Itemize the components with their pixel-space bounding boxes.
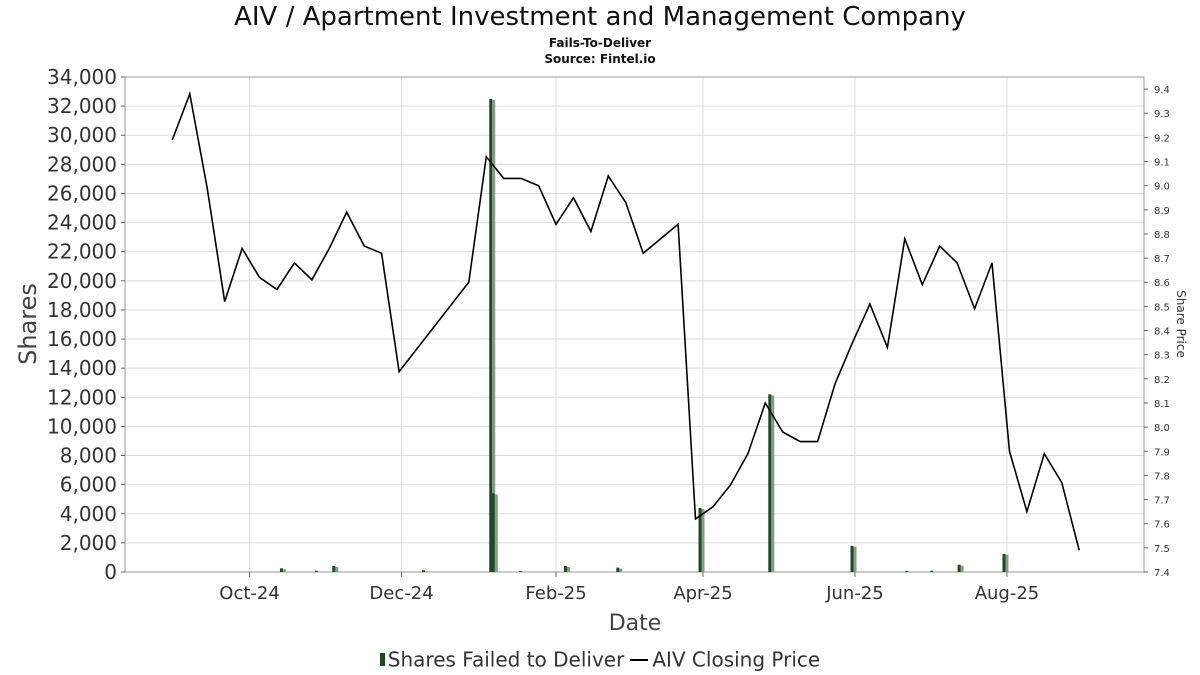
y2-tick-label: 8.7 <box>1154 254 1170 265</box>
y-tick-label: 20,000 <box>47 269 117 293</box>
x-tick-label: Jun-25 <box>825 583 884 604</box>
y2-tick-label: 8.4 <box>1154 327 1170 338</box>
y-tick-label: 10,000 <box>47 414 117 438</box>
ftd-bar-shadow <box>701 508 705 572</box>
y2-tick-label: 7.6 <box>1154 520 1170 531</box>
y2-tick-label: 7.8 <box>1154 471 1170 482</box>
chart-source: Source: Fintel.io <box>544 52 656 66</box>
chart-subtitle: Fails-To-Deliver <box>548 36 652 50</box>
y2-tick-label: 7.9 <box>1154 447 1170 458</box>
ftd-bar <box>279 568 283 572</box>
y2-tick-label: 8.1 <box>1154 399 1170 410</box>
y2-tick-label: 8.2 <box>1154 375 1170 386</box>
y-tick-label: 8,000 <box>60 444 117 468</box>
chart-title: AIV / Apartment Investment and Managemen… <box>234 2 966 32</box>
y-tick-label: 34,000 <box>47 65 117 89</box>
y2-tick-label: 7.4 <box>1154 568 1170 579</box>
ftd-bar <box>768 394 772 572</box>
legend-line-label: AIV Closing Price <box>652 647 821 672</box>
ftd-bar-shadow <box>1005 554 1009 572</box>
y2-tick-label: 9.0 <box>1154 182 1170 193</box>
y2-axis-label: Share Price <box>1174 290 1188 358</box>
ftd-bar <box>616 567 620 572</box>
y2-tick-label: 9.2 <box>1154 133 1170 144</box>
legend-bar-swatch <box>379 653 385 666</box>
y2-tick-label: 9.4 <box>1154 85 1170 96</box>
x-tick-label: Dec-24 <box>369 583 433 604</box>
legend-line-swatch <box>630 658 649 661</box>
ftd-bar-shadow <box>771 395 775 572</box>
y-tick-label: 30,000 <box>47 123 117 147</box>
bar-series <box>279 98 1009 573</box>
ftd-bar <box>332 565 336 572</box>
y2-tick-label: 8.5 <box>1154 302 1170 313</box>
y-tick-label: 2,000 <box>60 531 117 555</box>
y2-tick-label: 8.6 <box>1154 278 1170 289</box>
ftd-bar <box>491 493 495 572</box>
y2-tick-label: 7.5 <box>1154 544 1170 555</box>
x-tick-label: Oct-24 <box>219 583 280 604</box>
y-tick-label: 22,000 <box>47 240 117 264</box>
y-tick-label: 32,000 <box>47 94 117 118</box>
ftd-bar <box>314 570 318 572</box>
plot-frame <box>124 76 1145 573</box>
ftd-bar-shadow <box>282 569 286 572</box>
y-tick-label: 16,000 <box>47 327 117 351</box>
y-tick-label: 0 <box>104 560 117 584</box>
y2-tick-label: 9.1 <box>1154 158 1170 169</box>
ftd-bar-shadow <box>960 565 964 572</box>
x-tick-label: Feb-25 <box>525 583 586 604</box>
y2-tick-label: 8.8 <box>1154 230 1170 241</box>
ftd-bar <box>905 570 909 572</box>
ftd-bar <box>421 570 425 572</box>
legend-bar-label: Shares Failed to Deliver <box>387 647 625 672</box>
x-axis-label: Date <box>609 611 662 636</box>
ftd-bar-shadow <box>619 568 623 572</box>
ftd-bar-shadow <box>335 566 339 572</box>
ftd-bar <box>519 571 523 572</box>
ftd-bar-shadow <box>424 571 428 572</box>
grid-lines <box>125 76 1144 573</box>
x-tick-label: Apr-25 <box>673 583 732 604</box>
ftd-bar <box>930 570 934 572</box>
y-tick-label: 14,000 <box>47 356 117 380</box>
left-axis-ticks: 0 2,000 4,000 6,000 8,000 10,000 12,000 14,000 1… <box>47 65 125 584</box>
right-axis-ticks: 7.4 7.5 7.6 7.7 7.8 7.9 8.0 8.1 8.2 8.3 8.4 8.5 8.6 8… <box>1144 85 1170 579</box>
x-axis-ticks: Oct-24 Dec-24 Feb-25 Apr-25 Jun-25 Aug-25 <box>219 572 1039 604</box>
y2-tick-label: 8.3 <box>1154 351 1170 362</box>
y-tick-label: 26,000 <box>47 181 117 205</box>
ftd-bar <box>489 98 493 573</box>
legend: Shares Failed to Deliver AIV Closing Pric… <box>0 646 1200 672</box>
ftd-bar-shadow <box>566 566 570 572</box>
ftd-bar <box>563 565 567 572</box>
ftd-bar-shadow <box>853 546 857 572</box>
ftd-bar-shadow <box>492 99 496 573</box>
x-tick-label: Aug-25 <box>975 583 1040 604</box>
ftd-bar <box>1002 553 1006 572</box>
y-tick-label: 4,000 <box>60 502 117 526</box>
price-line <box>171 90 1080 551</box>
y2-tick-label: 9.3 <box>1154 109 1170 120</box>
y-axis-label: Shares <box>14 283 42 365</box>
ftd-bar-shadow <box>494 494 498 572</box>
y2-tick-label: 7.7 <box>1154 496 1170 507</box>
ftd-bar <box>957 564 961 572</box>
y-tick-label: 18,000 <box>47 298 117 322</box>
y-tick-label: 6,000 <box>60 473 117 497</box>
ftd-bar <box>850 545 854 572</box>
y-tick-label: 12,000 <box>47 385 117 409</box>
y2-tick-label: 8.9 <box>1154 206 1170 217</box>
y2-tick-label: 8.0 <box>1154 423 1170 434</box>
y-tick-label: 28,000 <box>47 152 117 176</box>
y-tick-label: 24,000 <box>47 211 117 235</box>
ftd-bar <box>698 507 702 572</box>
